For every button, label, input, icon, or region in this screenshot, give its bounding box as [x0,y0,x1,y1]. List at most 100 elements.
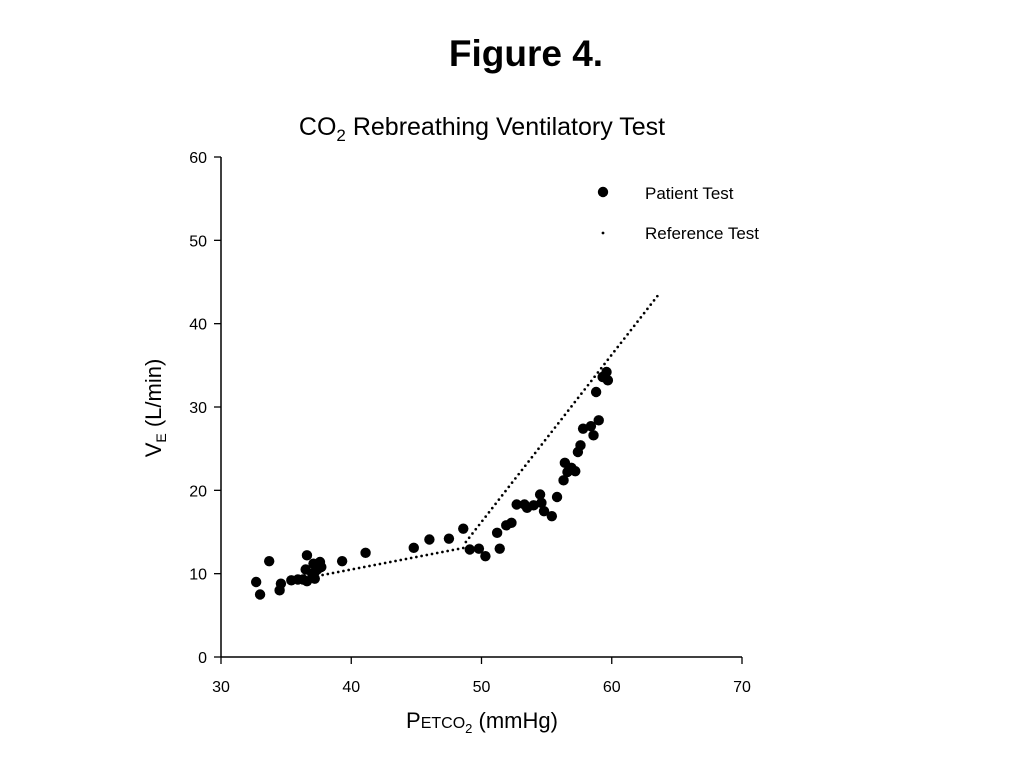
reference-dot-0-23 [430,552,434,556]
patient-point-44 [570,465,581,477]
reference-dot-1-56 [649,303,653,306]
reference-dot-1-8 [490,506,494,510]
reference-dot-0-4 [331,571,335,575]
reference-dot-0-25 [441,550,444,554]
patient-point-48 [585,420,597,432]
reference-dot-1-45 [613,349,616,353]
patient-point-4 [275,578,287,589]
reference-dot-1-12 [504,489,507,493]
y-tick-label-10: 10 [189,567,207,584]
patient-point-23 [458,523,469,534]
reference-dot-0-7 [347,568,350,572]
reference-dot-0-20 [415,555,418,559]
patient-point-26 [480,550,491,562]
x-tick-label-50: 50 [473,679,491,696]
reference-dot-1-44 [609,354,613,357]
reference-dot-1-33 [573,400,577,404]
legend-patient-marker [597,186,609,198]
patient-point-22 [443,533,455,544]
reference-dot-1-32 [570,405,573,408]
patient-test-series [250,366,614,600]
figure-heading: Figure 4. [448,33,604,74]
patient-point-1 [254,589,266,600]
reference-dot-1-41 [599,366,603,370]
y-tick-label-30: 30 [189,400,207,417]
y-tick-label-0: 0 [198,650,207,667]
patient-point-2 [263,555,275,567]
reference-dot-0-6 [342,569,345,573]
x-tick-label-40: 40 [342,679,360,696]
reference-dot-0-24 [435,551,439,555]
reference-dot-1-58 [655,294,659,298]
reference-dot-1-18 [523,464,527,468]
reference-dot-0-2 [321,573,324,577]
reference-dot-1-53 [639,316,643,319]
reference-dot-0-22 [425,553,429,557]
reference-dot-0-19 [409,556,413,560]
y-tick-label-50: 50 [189,233,207,250]
y-tick-label-20: 20 [189,483,207,500]
patient-point-38 [546,510,558,522]
reference-dot-1-0 [464,540,468,544]
patient-point-27 [491,527,503,539]
x-axis-label: PETCO2 (mmHg) [406,708,558,736]
reference-dot-1-20 [530,455,534,459]
patient-point-49 [588,430,599,441]
patient-point-0 [250,576,262,588]
y-tick-label-60: 60 [189,150,207,167]
reference-dot-1-5 [481,519,484,523]
reference-dot-1-55 [646,307,649,311]
reference-dot-0-9 [357,566,361,570]
reference-dot-0-28 [456,547,460,551]
patient-point-40 [558,475,569,486]
reference-dot-0-8 [352,567,356,571]
reference-dot-1-13 [507,485,511,489]
reference-dot-1-7 [487,510,491,514]
patient-point-17 [316,561,327,573]
patient-point-51 [593,415,604,426]
reference-dot-1-25 [547,434,550,438]
reference-dot-1-21 [533,451,537,455]
patient-point-53 [601,366,612,378]
patient-point-46 [575,440,586,451]
reference-dot-1-19 [527,460,530,463]
patient-point-28 [494,543,505,554]
reference-dot-1-6 [484,515,488,518]
reference-dot-0-14 [383,561,387,565]
reference-dot-1-15 [514,477,517,480]
legend-reference-marker [601,231,605,235]
y-tick-label-40: 40 [189,317,207,334]
reference-dot-1-3 [474,527,478,531]
patient-point-31 [511,499,522,510]
reference-dot-1-10 [497,498,501,501]
reference-dot-1-16 [517,472,521,476]
reference-dot-1-54 [642,311,646,315]
reference-dot-0-12 [373,563,377,567]
reference-dot-1-46 [616,345,620,349]
patient-point-9 [301,550,313,561]
patient-point-39 [551,491,563,503]
reference-dot-1-28 [556,421,560,425]
reference-dot-1-43 [606,358,610,362]
legend-reference-label: Reference Test [645,224,759,243]
reference-dot-1-24 [543,438,547,442]
reference-dot-0-3 [326,572,330,576]
reference-dot-0-21 [420,554,423,558]
chart-title: CO2 Rebreathing Ventilatory Test [299,113,665,145]
patient-point-50 [590,386,602,398]
reference-dot-1-29 [560,417,563,421]
patient-point-30 [506,517,517,529]
reference-dot-1-22 [537,447,540,451]
patient-point-36 [536,497,547,509]
reference-dot-1-57 [652,299,656,302]
reference-dot-0-5 [336,570,340,574]
y-axis-label: VE (L/min) [141,359,169,458]
reference-dot-1-49 [626,332,629,336]
reference-dot-1-50 [629,328,633,332]
patient-point-10 [301,575,313,587]
reference-dot-0-13 [378,562,382,566]
reference-dot-1-48 [622,337,626,340]
reference-dot-0-16 [394,559,397,563]
x-tick-label-70: 70 [733,679,751,696]
patient-point-35 [534,489,546,500]
